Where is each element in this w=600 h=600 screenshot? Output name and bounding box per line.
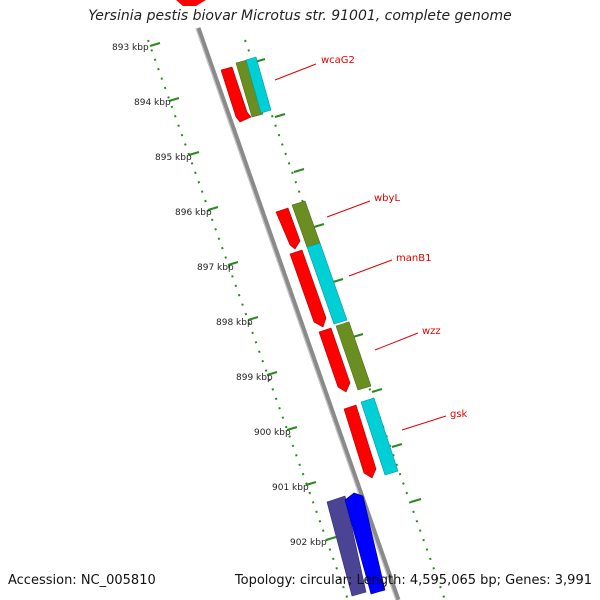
gene-label-wbyL: wbyL (374, 193, 400, 204)
kbp-label: 895 kbp (155, 153, 192, 163)
gene-cluster-bottom (326, 492, 386, 597)
cds-feature (344, 492, 386, 595)
gene-label-wcaG2: wcaG2 (321, 55, 355, 66)
gene-cluster-wzz (318, 321, 372, 393)
gene-label-gsk: gsk (450, 409, 468, 420)
cds-feature (360, 397, 399, 476)
genome-summary-text: Topology: circular; Length: 4,595,065 bp… (234, 573, 592, 588)
gene-label-wzz: wzz (422, 326, 441, 337)
kbp-label: 893 kbp (112, 43, 149, 53)
cds-feature (289, 249, 327, 328)
left-major-ticks (149, 42, 337, 541)
cds-feature (220, 66, 252, 123)
gene-cluster-wcaG2 (220, 56, 272, 123)
kbp-label: 896 kbp (175, 208, 212, 218)
cds-feature (245, 56, 272, 114)
kbp-label: 900 kbp (254, 428, 291, 438)
gene-cluster-manB1 (289, 242, 348, 328)
kbp-label: 901 kbp (272, 483, 309, 493)
label-leaders (274, 63, 447, 431)
genome-backbone (195, 27, 401, 600)
accession-text: Accession: NC_005810 (8, 573, 156, 588)
kbp-label: 897 kbp (197, 263, 234, 273)
cds-feature (235, 59, 264, 118)
cds-feature (306, 242, 348, 325)
gene-cluster-wbyL (275, 200, 321, 250)
kbp-label: 898 kbp (216, 318, 253, 328)
kbp-labels: 893 kbp 894 kbp 895 kbp 896 kbp 897 kbp … (112, 43, 327, 548)
map-title: Yersinia pestis biovar Microtus str. 910… (88, 8, 512, 24)
gene-label-manB1: manB1 (396, 253, 431, 264)
cds-feature (343, 404, 377, 479)
gene-feature-partial (176, 0, 206, 6)
kbp-label: 894 kbp (134, 98, 171, 108)
cds-feature (318, 327, 351, 393)
kbp-label: 902 kbp (290, 538, 327, 548)
cds-feature (335, 321, 372, 391)
cds-feature (326, 495, 367, 597)
cds-feature (275, 207, 301, 250)
gene-cluster-gsk (343, 397, 399, 479)
kbp-label: 899 kbp (236, 373, 273, 383)
